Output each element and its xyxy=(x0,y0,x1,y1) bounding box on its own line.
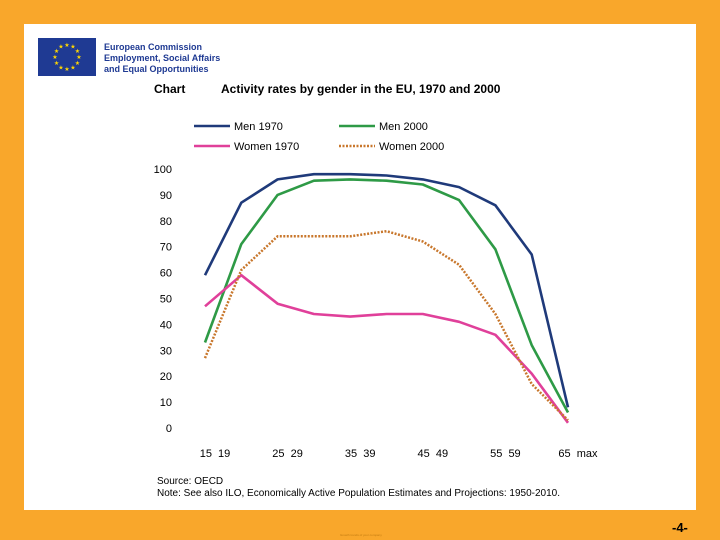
y-tick-label: 80 xyxy=(160,216,172,228)
eu-star-icon: ★ xyxy=(54,60,59,67)
chart-title: Activity rates by gender in the EU, 1970… xyxy=(221,82,501,96)
y-tick-label: 40 xyxy=(160,319,172,331)
y-tick-label: 50 xyxy=(160,294,172,306)
eu-star-icon: ★ xyxy=(64,42,69,49)
legend-label: Men 1970 xyxy=(234,121,283,133)
page-number: -4- xyxy=(672,520,688,535)
legend-label: Women 1970 xyxy=(234,141,299,153)
legend-label: Men 2000 xyxy=(379,121,428,133)
x-tick-label: 65 max xyxy=(558,448,598,460)
eu-star-icon: ★ xyxy=(64,66,69,73)
y-tick-label: 100 xyxy=(154,164,172,176)
eu-star-icon: ★ xyxy=(54,48,59,55)
y-tick-label: 30 xyxy=(160,345,172,357)
eu-star-icon: ★ xyxy=(58,64,63,71)
org-line-1: European Commission xyxy=(104,42,203,52)
eu-star-icon: ★ xyxy=(75,48,80,55)
eu-star-icon: ★ xyxy=(70,64,75,71)
eu-star-icon: ★ xyxy=(76,54,81,61)
series-line-men-2000 xyxy=(203,178,570,414)
eu-flag-logo: ★ ★★★★★★★★★★★ xyxy=(38,38,96,76)
org-line-2: Employment, Social Affairs xyxy=(104,53,221,63)
eu-star-icon: ★ xyxy=(70,44,75,51)
source-text: Source: OECD xyxy=(157,476,224,487)
series-line-women-1970 xyxy=(204,273,570,424)
slide: ★ ★ ★ ★ ★ ★ ★ ★ ★ ★ ★ ★ European Commission Employm… xyxy=(24,24,696,510)
organization-name: European Commission Employment, Social A… xyxy=(104,42,220,75)
chart-label: Chart xyxy=(154,82,186,96)
x-tick-label: 15 19 xyxy=(200,448,231,460)
series-line-men-1970 xyxy=(203,172,570,408)
x-tick-label: 45 49 xyxy=(418,448,449,460)
org-line-3: and Equal Opportunities xyxy=(104,64,209,74)
x-tick-label: 25 29 xyxy=(272,448,303,460)
x-tick-label: 35 39 xyxy=(345,448,376,460)
y-tick-label: 20 xyxy=(160,371,172,383)
y-tick-label: 0 xyxy=(166,423,172,435)
y-tick-label: 70 xyxy=(160,242,172,254)
eu-stars: ★ ★★★★★★★★★★★ xyxy=(52,42,81,73)
series-line-women-2000 xyxy=(203,229,569,422)
legend-label: Women 2000 xyxy=(379,141,444,153)
y-tick-label: 10 xyxy=(160,397,172,409)
eu-star-icon: ★ xyxy=(52,54,57,61)
source-note: Source: OECD Note: See also ILO, Economi… xyxy=(157,476,560,500)
activity-rate-chart: 0 10 20 30 40 50 60 70 80 90 100 15 19 25 29 35 39 45 … xyxy=(154,121,598,460)
note-text: Note: See also ILO, Economically Active … xyxy=(157,488,561,499)
eu-flag-background xyxy=(38,38,96,76)
x-tick-label: 55 59 xyxy=(490,448,521,460)
y-tick-label: 60 xyxy=(160,268,172,280)
eu-star-icon: ★ xyxy=(58,44,63,51)
y-tick-label: 90 xyxy=(160,190,172,202)
footer-caption: Growth trends of your company xyxy=(340,533,382,537)
eu-star-icon: ★ xyxy=(75,60,80,67)
